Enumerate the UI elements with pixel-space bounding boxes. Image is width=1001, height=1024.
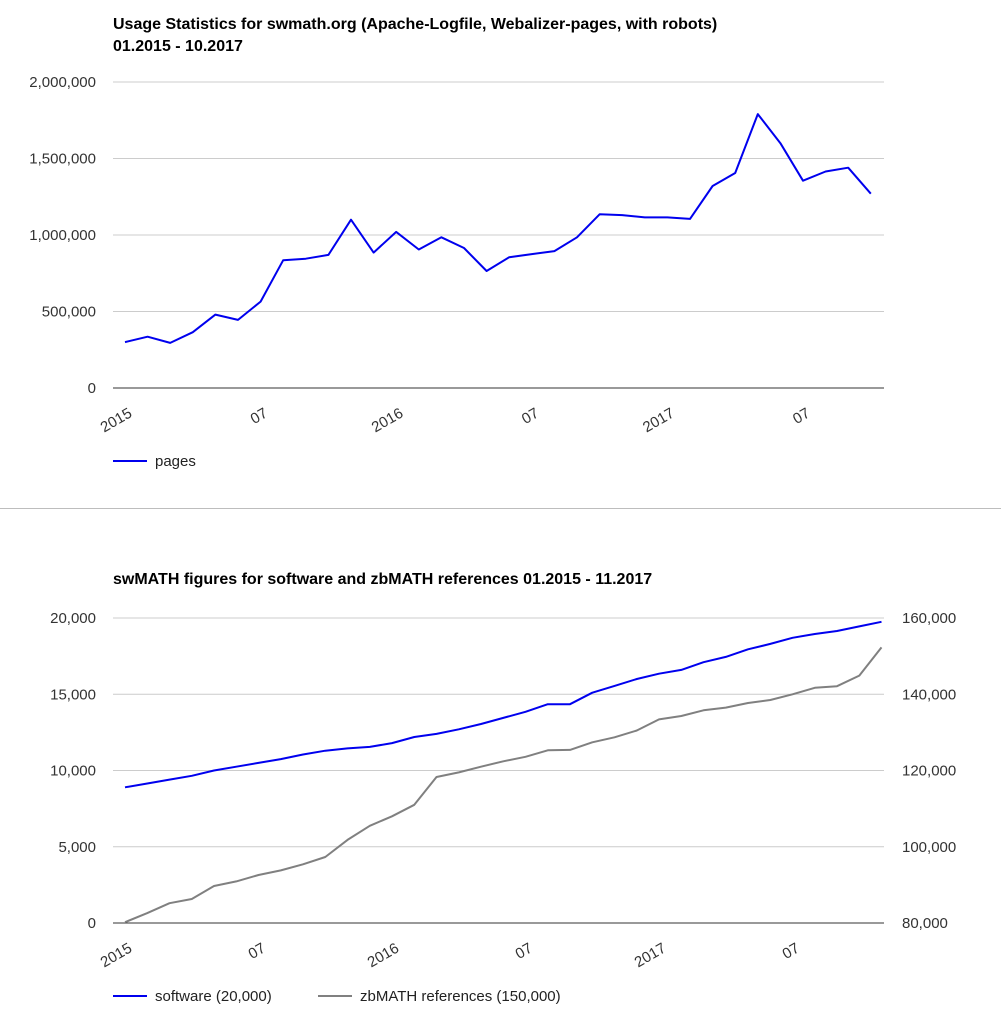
chart2-right-y-tick-label: 160,000 — [902, 610, 956, 627]
chart2-left-y-tick-label: 10,000 — [50, 763, 96, 780]
swmath-figures-chart: swMATH figures for software and zbMATH r… — [50, 571, 956, 1005]
chart1-x-tick-label: 07 — [790, 405, 813, 428]
chart1-legend: pages — [113, 453, 196, 470]
panel-divider — [0, 508, 1001, 509]
chart1-x-tick-label: 07 — [248, 405, 271, 428]
chart1-x-tick-label: 2015 — [98, 405, 135, 436]
chart2-x-tick-label: 2017 — [632, 940, 669, 971]
chart1-y-tick-label: 2,000,000 — [29, 74, 96, 91]
chart1-y-tick-label: 1,000,000 — [29, 227, 96, 244]
legend-software-label: software (20,000) — [155, 988, 272, 1005]
chart2-right-y-tick-label: 100,000 — [902, 839, 956, 856]
swmath-figures-chart-panel: swMATH figures for software and zbMATH r… — [0, 510, 1001, 1024]
chart2-title: swMATH figures for software and zbMATH r… — [113, 571, 652, 588]
chart1-series-pages-line — [124, 113, 872, 344]
chart1-title-line1: Usage Statistics for swmath.org (Apache-… — [113, 16, 717, 33]
chart2-x-tick-label: 07 — [780, 940, 803, 963]
chart2-x-tick-label: 07 — [246, 940, 269, 963]
chart2-legend: software (20,000) zbMATH references (150… — [113, 988, 561, 1005]
chart2-right-y-tick-label: 80,000 — [902, 915, 948, 932]
chart2-x-tick-label: 2016 — [365, 940, 402, 971]
chart2-x-tick-label: 07 — [513, 940, 536, 963]
chart1-x-tick-label: 2016 — [369, 405, 406, 436]
chart2-right-y-tick-label: 140,000 — [902, 686, 956, 703]
chart1-y-tick-label: 500,000 — [42, 304, 96, 321]
chart1-x-tick-label: 2017 — [640, 405, 677, 436]
chart1-y-tick-label: 0 — [88, 380, 96, 397]
chart2-left-y-tick-label: 15,000 — [50, 686, 96, 703]
legend-pages-label: pages — [155, 453, 196, 470]
chart1-x-tick-label: 07 — [519, 405, 542, 428]
chart2-x-tick-label: 2015 — [98, 940, 135, 971]
legend-zbmath-label: zbMATH references (150,000) — [360, 988, 561, 1005]
chart2-left-y-tick-label: 5,000 — [58, 839, 96, 856]
usage-statistics-chart-panel: Usage Statistics for swmath.org (Apache-… — [0, 0, 1001, 508]
chart2-left-y-tick-label: 20,000 — [50, 610, 96, 627]
chart1-title-line2: 01.2015 - 10.2017 — [113, 38, 243, 55]
chart2-series-zbmath-line — [124, 646, 883, 924]
usage-statistics-chart: Usage Statistics for swmath.org (Apache-… — [29, 16, 884, 470]
chart2-right-y-tick-label: 120,000 — [902, 763, 956, 780]
chart2-left-y-tick-label: 0 — [88, 915, 96, 932]
chart1-y-tick-label: 1,500,000 — [29, 151, 96, 168]
chart2-series-software-line — [124, 620, 882, 789]
